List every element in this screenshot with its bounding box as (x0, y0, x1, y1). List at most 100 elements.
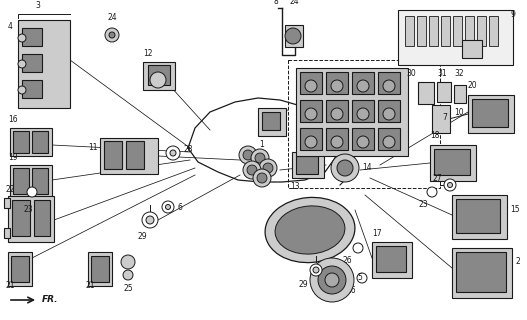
Text: 3: 3 (35, 1, 41, 10)
Bar (296, 156, 318, 174)
Text: 18: 18 (430, 131, 440, 140)
Bar (454, 85, 466, 103)
Bar (300, 100, 322, 122)
Bar (91, 256, 109, 282)
Circle shape (447, 182, 453, 188)
Circle shape (109, 32, 115, 38)
Circle shape (259, 159, 277, 177)
Circle shape (121, 255, 135, 269)
Circle shape (251, 149, 269, 167)
Circle shape (305, 136, 317, 148)
Text: 5: 5 (357, 274, 362, 283)
Circle shape (257, 173, 267, 183)
Bar (300, 72, 322, 94)
Circle shape (27, 187, 37, 197)
Bar (376, 246, 406, 272)
Text: FR.: FR. (42, 295, 58, 305)
Text: 24: 24 (107, 13, 117, 22)
Bar (430, 145, 476, 181)
Circle shape (253, 169, 271, 187)
Bar (352, 100, 374, 122)
Bar (126, 141, 144, 169)
Circle shape (247, 165, 257, 175)
Text: 15: 15 (510, 205, 520, 214)
Text: 11: 11 (89, 143, 98, 153)
Bar (13, 131, 29, 153)
Bar (10, 165, 52, 199)
Text: 20: 20 (468, 81, 477, 90)
Circle shape (331, 80, 343, 92)
Bar (432, 105, 450, 133)
Bar (104, 141, 122, 169)
Circle shape (255, 153, 265, 163)
Text: 30: 30 (406, 69, 416, 78)
Circle shape (18, 86, 26, 94)
Bar (8, 196, 54, 242)
Bar (143, 62, 175, 90)
Text: 28: 28 (183, 146, 192, 155)
Bar (372, 242, 412, 278)
Bar (453, 16, 462, 46)
Bar (8, 252, 32, 286)
Text: 23: 23 (418, 200, 428, 209)
Circle shape (166, 146, 180, 160)
Text: 25: 25 (123, 284, 133, 293)
Text: 23: 23 (24, 205, 34, 214)
Circle shape (142, 212, 158, 228)
Bar (352, 128, 374, 150)
Bar (398, 10, 513, 65)
Circle shape (18, 60, 26, 68)
Bar (352, 72, 374, 94)
Circle shape (285, 28, 301, 44)
Text: 31: 31 (437, 69, 446, 78)
Bar (468, 95, 514, 133)
Circle shape (243, 150, 253, 160)
Bar (429, 16, 438, 46)
Circle shape (331, 136, 343, 148)
Text: 21: 21 (6, 281, 15, 290)
Bar (472, 99, 508, 127)
Text: 9: 9 (510, 10, 515, 19)
Text: 13: 13 (290, 182, 300, 191)
Bar (12, 200, 30, 236)
Bar (441, 16, 450, 46)
Circle shape (331, 154, 359, 182)
Bar (456, 252, 506, 292)
Bar (326, 128, 348, 150)
Bar (378, 128, 400, 150)
Circle shape (146, 216, 154, 224)
Circle shape (357, 108, 369, 120)
Bar (326, 100, 348, 122)
Circle shape (337, 160, 353, 176)
Bar (285, 25, 303, 47)
Bar (326, 72, 348, 94)
Bar (4, 228, 10, 238)
Bar (22, 28, 42, 46)
Bar (456, 199, 500, 233)
Circle shape (150, 72, 166, 88)
Bar (378, 72, 400, 94)
Bar (32, 131, 48, 153)
Bar (477, 16, 486, 46)
Circle shape (105, 28, 119, 42)
Circle shape (444, 179, 456, 191)
Bar (288, 60, 440, 188)
Ellipse shape (265, 197, 355, 263)
Circle shape (305, 108, 317, 120)
Bar (11, 256, 29, 282)
Circle shape (427, 187, 437, 197)
Bar (148, 65, 170, 85)
Circle shape (310, 264, 322, 276)
Circle shape (357, 136, 369, 148)
Bar (296, 68, 408, 156)
Text: 16: 16 (8, 115, 17, 124)
Text: 12: 12 (143, 49, 153, 58)
Bar (292, 152, 324, 178)
Circle shape (325, 273, 339, 287)
Bar (405, 16, 414, 46)
Text: 19: 19 (8, 153, 17, 162)
Circle shape (357, 273, 367, 283)
Text: 27: 27 (432, 174, 442, 183)
Text: 14: 14 (362, 164, 372, 172)
Text: 24: 24 (290, 0, 300, 6)
